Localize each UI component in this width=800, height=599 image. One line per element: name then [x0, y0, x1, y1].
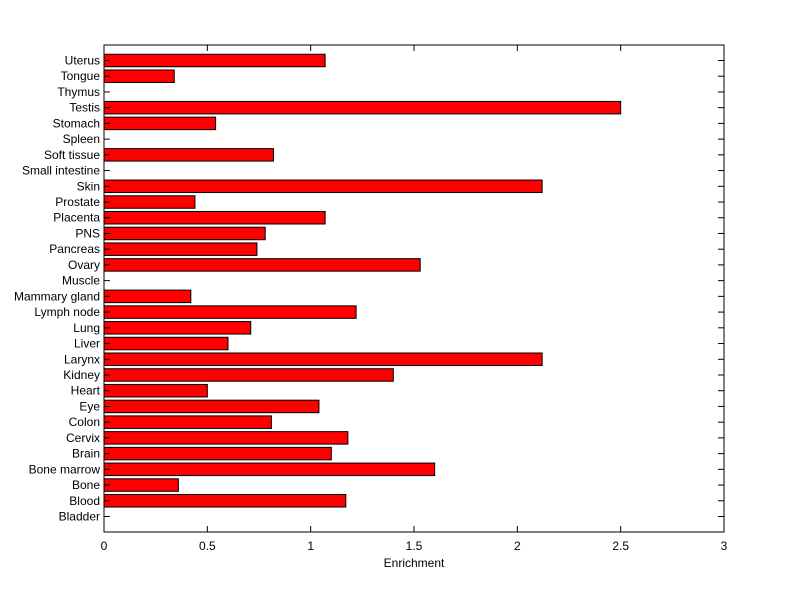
bar-skin	[103, 179, 543, 194]
x-axis-title: Enrichment	[384, 556, 445, 570]
y-tick-label-placenta: Placenta	[53, 211, 100, 225]
bar-placenta	[103, 210, 326, 225]
y-tick-label-eye: Eye	[79, 399, 100, 413]
y-tick-label-mammary-gland: Mammary gland	[14, 289, 100, 303]
bar-uterus	[103, 53, 326, 68]
bar-cervix	[103, 431, 349, 445]
y-tick-label-lung: Lung	[73, 321, 100, 335]
bar-stomach	[103, 116, 217, 131]
y-tick-label-heart: Heart	[71, 384, 101, 398]
x-tick-label-6: 3	[721, 539, 728, 553]
y-tick-label-kidney: Kidney	[63, 368, 100, 382]
bar-eye	[103, 399, 320, 414]
bar-liver	[103, 336, 229, 351]
bar-larynx	[103, 352, 543, 367]
y-tick-label-stomach: Stomach	[53, 116, 100, 130]
y-tick-label-colon: Colon	[69, 415, 100, 429]
bar-blood	[103, 494, 347, 508]
y-tick-label-thymus: Thymus	[57, 85, 100, 99]
y-tick-label-uterus: Uterus	[65, 54, 100, 68]
bar-bone	[103, 478, 179, 492]
x-tick-label-5: 2.5	[612, 539, 629, 553]
bar-kidney	[103, 368, 394, 382]
bar-lymph-node	[103, 305, 357, 319]
bar-mammary-gland	[103, 289, 192, 304]
bar-pns	[103, 226, 266, 241]
bar-tongue	[103, 69, 175, 83]
bar-colon	[103, 415, 272, 429]
y-tick-label-bone-marrow: Bone marrow	[29, 462, 101, 476]
x-tick-label-3: 1.5	[406, 539, 423, 553]
plot-frame	[103, 44, 725, 533]
bar-lung	[103, 321, 252, 335]
y-tick-label-spleen: Spleen	[63, 132, 100, 146]
bar-prostate	[103, 195, 196, 209]
y-tick-label-skin: Skin	[77, 179, 100, 193]
y-tick-label-muscle: Muscle	[62, 274, 100, 288]
y-tick-label-brain: Brain	[72, 447, 100, 461]
y-tick-label-testis: Testis	[69, 101, 100, 115]
y-tick-label-bladder: Bladder	[59, 510, 100, 524]
y-tick-label-small-intestine: Small intestine	[22, 164, 100, 178]
y-tick-label-pancreas: Pancreas	[49, 242, 100, 256]
y-tick-label-blood: Blood	[69, 494, 100, 508]
y-tick-label-lymph-node: Lymph node	[34, 305, 100, 319]
bar-soft-tissue	[103, 148, 274, 162]
y-tick-label-tongue: Tongue	[61, 69, 101, 83]
y-tick-label-larynx: Larynx	[64, 352, 100, 366]
bar-ovary	[103, 258, 421, 272]
y-tick-label-cervix: Cervix	[66, 431, 100, 445]
bar-pancreas	[103, 242, 258, 256]
y-tick-label-ovary: Ovary	[68, 258, 100, 272]
bar-heart	[103, 383, 208, 398]
y-tick-label-pns: PNS	[75, 226, 100, 240]
y-tick-label-soft-tissue: Soft tissue	[44, 148, 100, 162]
bar-testis	[103, 100, 622, 115]
x-tick-label-2: 1	[307, 539, 314, 553]
y-tick-label-liver: Liver	[74, 337, 100, 351]
y-tick-label-bone: Bone	[72, 478, 100, 492]
y-tick-label-prostate: Prostate	[55, 195, 100, 209]
x-tick-label-1: 0.5	[199, 539, 216, 553]
x-tick-label-4: 2	[514, 539, 521, 553]
x-tick-label-0: 0	[101, 539, 108, 553]
bar-bone-marrow	[103, 462, 436, 477]
bar-brain	[103, 446, 332, 461]
